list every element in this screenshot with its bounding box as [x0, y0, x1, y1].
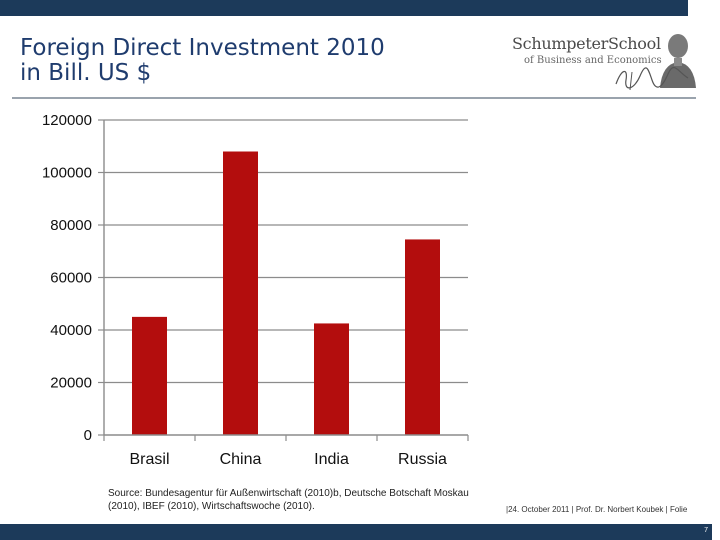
x-axis-labels: Brasil China India Russia: [129, 451, 447, 468]
x-tick-label: China: [220, 451, 262, 468]
bar-india: [314, 323, 349, 435]
y-tick-label: 0: [84, 427, 92, 444]
page-title: Foreign Direct Investment 2010 in Bill. …: [20, 36, 385, 86]
axes: [103, 120, 469, 441]
bar-china: [223, 151, 258, 435]
y-tick-label: 60000: [50, 270, 92, 287]
logo-name: SchumpeterSchool: [512, 34, 661, 53]
portrait-icon: [660, 34, 696, 88]
title-line-1: Foreign Direct Investment 2010: [20, 35, 385, 61]
school-logo: SchumpeterSchool of Business and Economi…: [508, 28, 708, 96]
y-tick-label: 100000: [42, 165, 92, 182]
bar-russia: [405, 239, 440, 435]
title-line-2: in Bill. US $: [20, 60, 152, 86]
page-number: 7: [704, 527, 708, 534]
x-tick-label: Russia: [398, 451, 447, 468]
logo-subtitle: of Business and Economics: [524, 55, 662, 66]
source-note: Source: Bundesagentur für Außenwirtschaf…: [108, 488, 469, 512]
bar-chart: 0 20000 40000 60000 80000 100000 120000 Brasil…: [42, 112, 469, 468]
y-tick-label: 40000: [50, 322, 92, 339]
title-divider: [12, 97, 696, 99]
y-tick-label: 20000: [50, 375, 92, 392]
x-tick-label: India: [314, 451, 349, 468]
x-tick-label: Brasil: [129, 451, 169, 468]
bars: [132, 151, 440, 435]
y-tick-label: 80000: [50, 217, 92, 234]
top-bar: [0, 0, 688, 16]
signature-icon: [615, 66, 689, 91]
bottom-bar: [0, 524, 712, 540]
footer-info: |24. October 2011 | Prof. Dr. Norbert Ko…: [506, 505, 688, 514]
y-tick-label: 120000: [42, 112, 92, 129]
bar-brasil: [132, 316, 167, 435]
y-axis-ticks: 0 20000 40000 60000 80000 100000 120000: [42, 112, 104, 444]
